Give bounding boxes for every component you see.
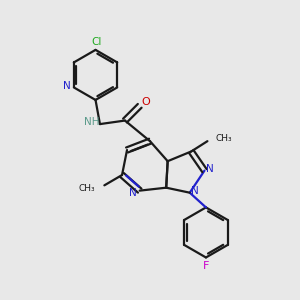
Text: CH₃: CH₃ [79, 184, 95, 193]
Text: N: N [191, 186, 199, 196]
Text: NH: NH [84, 117, 99, 127]
Text: F: F [203, 261, 209, 271]
Text: N: N [206, 164, 214, 174]
Text: CH₃: CH₃ [216, 134, 232, 143]
Text: N: N [63, 81, 70, 91]
Text: Cl: Cl [92, 37, 102, 46]
Text: O: O [141, 97, 150, 107]
Text: N: N [129, 188, 137, 198]
